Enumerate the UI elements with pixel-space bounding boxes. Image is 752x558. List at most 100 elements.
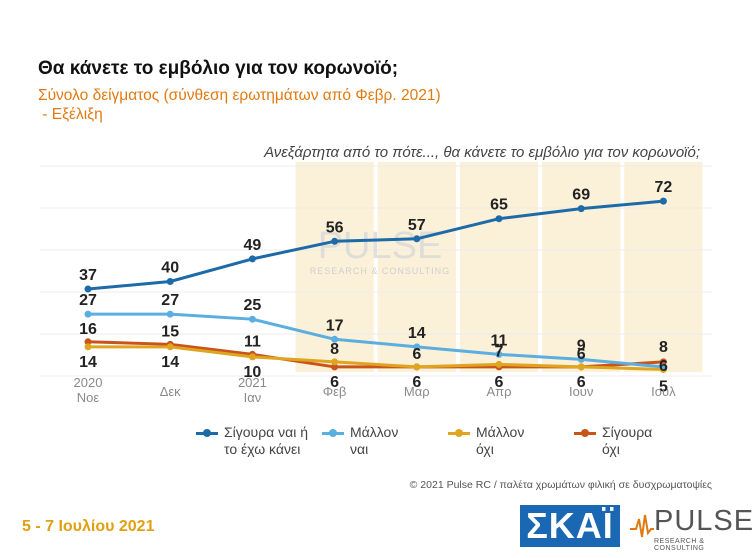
pulse-wave-icon <box>630 514 654 538</box>
data-label: 72 <box>655 179 673 196</box>
skai-logo: ΣΚΑΪ <box>520 505 620 547</box>
data-point <box>495 360 503 368</box>
data-label: 56 <box>326 219 344 236</box>
series-line <box>88 345 664 371</box>
data-point <box>659 358 667 366</box>
data-label: 57 <box>408 217 426 234</box>
data-point <box>659 197 667 205</box>
data-label: 65 <box>490 197 508 214</box>
data-label: 6 <box>577 346 586 363</box>
series-line <box>87 199 664 291</box>
data-label: 16 <box>79 321 97 338</box>
data-point <box>166 278 174 285</box>
data-point <box>413 363 421 371</box>
data-label: 69 <box>572 187 590 204</box>
data-label: 6 <box>412 346 421 363</box>
data-label: 14 <box>408 325 426 342</box>
highlight-column <box>377 162 456 372</box>
pulse-logo-name: PULSE <box>654 505 752 537</box>
data-point <box>166 343 174 351</box>
data-point <box>331 237 339 245</box>
data-point <box>248 353 256 361</box>
chart-legend: Σίγουρα ναι ή το έχω κάνει Μάλλον ναι Μάλλ… <box>196 424 690 458</box>
chart-subtitle: Σύνολο δείγματος (σύνθεση ερωτημάτων από… <box>38 86 441 124</box>
data-label: 11 <box>244 333 261 350</box>
data-point <box>331 335 339 343</box>
legend-swatch <box>448 424 470 440</box>
survey-date: 5 - 7 Ιουλίου 2021 <box>22 518 155 535</box>
legend-label: Μάλλον όχι <box>476 424 525 457</box>
watermark-name: PULSE <box>318 225 443 267</box>
data-point <box>413 343 421 351</box>
data-label: 14 <box>79 354 97 371</box>
legend-item: Μάλλον όχι <box>448 424 564 458</box>
highlight-column <box>459 162 539 372</box>
data-label: 17 <box>326 317 344 334</box>
x-tick-label: Μαρ <box>404 384 430 399</box>
data-point <box>248 315 256 323</box>
legend-item: Μάλλον ναι <box>322 424 438 458</box>
data-point <box>577 363 585 371</box>
x-tick-label: Δεκ <box>160 384 181 399</box>
x-tick-label: Ιουλ <box>651 384 676 399</box>
copyright-note: © 2021 Pulse RC / παλέτα χρωμάτων φιλική… <box>409 479 712 491</box>
data-point <box>166 310 174 318</box>
subtitle-line-2: - Εξέλιξη <box>38 106 103 123</box>
data-point <box>495 215 503 223</box>
legend-item: Σίγουρα ναι ή το έχω κάνει <box>196 424 312 458</box>
x-tick-label: 2021 Ιαν <box>238 375 267 405</box>
x-tick-label: Ιουν <box>569 384 593 399</box>
data-point <box>413 235 421 243</box>
subtitle-line-1: Σύνολο δείγματος (σύνθεση ερωτημάτων από… <box>38 87 441 104</box>
data-label: 15 <box>161 323 179 340</box>
data-point <box>84 343 92 351</box>
data-label: 7 <box>495 343 504 360</box>
legend-label: Σίγουρα όχι <box>602 424 653 457</box>
legend-label: Σίγουρα ναι ή το έχω κάνει <box>224 424 309 457</box>
data-point <box>577 205 585 213</box>
data-label: 27 <box>161 292 179 309</box>
data-label: 49 <box>244 237 262 254</box>
legend-item: Σίγουρα όχι <box>574 424 690 458</box>
data-label: 27 <box>79 292 97 309</box>
x-tick-label: 2020 Νοε <box>74 375 103 405</box>
legend-swatch <box>574 424 596 440</box>
data-point <box>84 310 92 318</box>
legend-swatch <box>196 424 218 440</box>
data-label: 40 <box>161 260 179 277</box>
data-label: 8 <box>659 339 668 356</box>
data-label: 37 <box>79 267 97 284</box>
data-label: 6 <box>412 374 421 391</box>
data-label: 9 <box>577 337 586 354</box>
data-label: 11 <box>491 332 508 349</box>
data-label: 10 <box>244 364 262 381</box>
highlight-column <box>624 162 703 372</box>
chart-title: Θα κάνετε το εμβόλιο για τον κορωνοϊό; <box>38 58 399 79</box>
data-point <box>331 363 339 371</box>
survey-question: Ανεξάρτητα από το πότε..., θα κάνετε το … <box>264 144 700 161</box>
legend-swatch <box>322 424 344 440</box>
data-label: 6 <box>330 374 339 391</box>
data-label: 6 <box>659 358 668 375</box>
data-point <box>248 255 256 263</box>
data-label: 6 <box>577 374 586 391</box>
highlight-column <box>542 162 621 372</box>
watermark-tagline: RESEARCH & CONSULTING <box>310 266 450 276</box>
data-point <box>577 355 585 363</box>
series-line <box>88 312 664 369</box>
data-point <box>331 358 339 366</box>
data-point <box>495 350 503 358</box>
data-label: 6 <box>495 374 504 391</box>
pulse-logo: PULSE RESEARCH & CONSULTING <box>630 505 752 552</box>
data-point <box>84 285 92 293</box>
data-label: 25 <box>244 297 262 314</box>
pulse-logo-tagline: RESEARCH & CONSULTING <box>654 538 705 552</box>
x-tick-label: Φεβ <box>323 384 347 399</box>
data-point <box>659 363 667 371</box>
legend-label: Μάλλον ναι <box>350 424 399 457</box>
x-tick-label: Απρ <box>486 384 511 399</box>
data-point <box>84 338 92 346</box>
data-label: 8 <box>330 341 339 358</box>
data-label: 5 <box>659 378 668 395</box>
